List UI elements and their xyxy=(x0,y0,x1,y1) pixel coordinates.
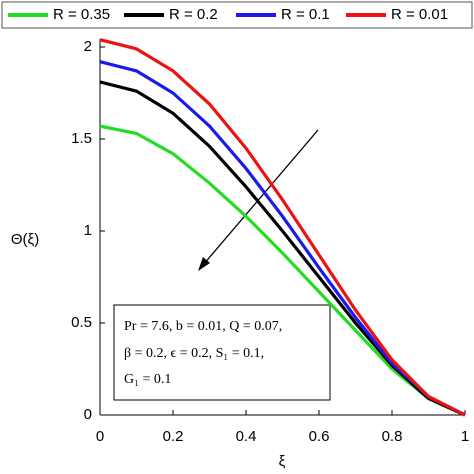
annotation: Pr = 7.6, b = 0.01, Q = 0.07, xyxy=(124,319,282,334)
y-tick-label: 1.5 xyxy=(71,130,92,147)
series-line xyxy=(99,38,466,417)
x-tick-label: 0 xyxy=(96,428,104,445)
y-axis-label: Θ(ξ) xyxy=(11,231,39,248)
y-tick-label: 0 xyxy=(84,406,92,423)
legend-label: R = 0.35 xyxy=(53,6,110,23)
annotation: β = 0.2, ϵ = 0.2, S₁ = 0.1, xyxy=(124,346,264,361)
annotation-box xyxy=(113,304,331,401)
arrow-head xyxy=(198,257,210,271)
y-tick-label: 1 xyxy=(84,222,92,239)
x-axis-label: ξ xyxy=(279,453,286,470)
annotation: G₁ = 0.1 xyxy=(124,372,171,387)
arrow xyxy=(202,129,319,266)
x-tick-label: 0.4 xyxy=(236,428,257,445)
legend-label: R = 0.2 xyxy=(169,6,218,23)
legend-label: R = 0.01 xyxy=(391,6,448,23)
series-line xyxy=(99,60,466,417)
y-tick-label: 0.5 xyxy=(71,314,92,331)
x-tick-label: 0.6 xyxy=(309,428,330,445)
series-line xyxy=(99,124,466,417)
y-tick-label: 2 xyxy=(84,38,92,55)
legend-label: R = 0.1 xyxy=(281,6,330,23)
x-tick-label: 0.2 xyxy=(163,428,184,445)
x-tick-label: 1 xyxy=(461,428,469,445)
x-tick-label: 0.8 xyxy=(382,428,403,445)
